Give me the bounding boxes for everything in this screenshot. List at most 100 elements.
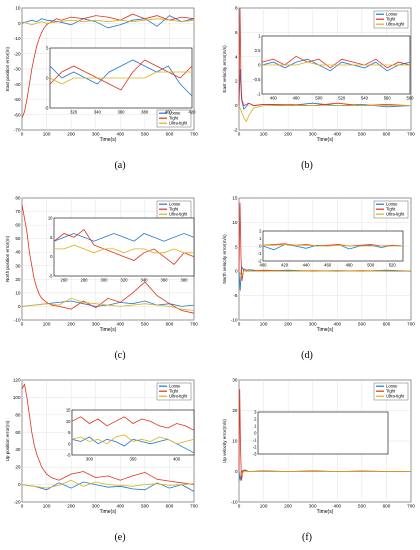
y-tick-label: -0.5	[253, 77, 261, 82]
y-tick-label: 1	[254, 424, 257, 429]
y-axis-label: Up velocity error(m/s)	[222, 419, 227, 463]
x-tick-label: 500	[358, 132, 366, 137]
y-tick-label: 2	[235, 79, 238, 84]
panel-caption-c: (c)	[114, 350, 126, 361]
y-tick-label: 0	[254, 431, 257, 436]
x-tick-label: 460	[270, 96, 278, 101]
x-tick-label: 300	[309, 504, 317, 509]
x-tick-label: 400	[333, 132, 341, 137]
x-tick-label: 500	[315, 96, 323, 101]
y-axis-label: North velocity error(m/s)	[222, 234, 227, 284]
y-tick-label: 5	[235, 244, 238, 249]
y-tick-label: 60	[15, 430, 21, 435]
x-tick-label: 400	[333, 504, 341, 509]
x-tick-label: 600	[166, 322, 174, 327]
series-line-loose	[261, 58, 411, 72]
x-tick-label: 320	[70, 110, 78, 115]
y-tick-label: 80	[15, 196, 21, 201]
y-tick-label: 70	[15, 209, 21, 214]
x-tick-label: 360	[118, 110, 126, 115]
legend-entry: Tight	[169, 207, 179, 212]
legend-entry: Ultra-tight	[169, 121, 188, 126]
x-tick-label: 0	[21, 504, 24, 509]
y-tick-label: 60	[15, 223, 21, 228]
inset-d: 400 420 440 460 480 500 520 -2 -1 0 1 2	[258, 229, 404, 268]
y-tick-label: -1	[253, 438, 257, 443]
x-tick-label: 350	[130, 457, 138, 462]
series-line-tight	[21, 383, 195, 485]
x-tick-label: 300	[86, 457, 94, 462]
axes-frame	[71, 409, 195, 456]
y-tick-label: 0	[68, 441, 71, 446]
x-tick-label: 200	[67, 322, 75, 327]
x-tick-label: 300	[92, 132, 100, 137]
y-tick-label: 6	[235, 30, 238, 35]
x-tick-label: 480	[293, 96, 301, 101]
x-tick-label: 380	[141, 110, 149, 115]
y-tick-label: 40	[15, 447, 21, 452]
y-tick-label: 15	[66, 408, 71, 413]
panel-caption-f: (f)	[302, 532, 312, 543]
legend-entry: Ultra-tight	[386, 22, 405, 27]
inset-e: 300 350 400 -5 0 5 10 15	[66, 408, 195, 462]
y-tick-label: 10	[66, 419, 71, 424]
y-tick-label: 30	[232, 378, 238, 383]
x-axis-label: Time(s)	[317, 137, 334, 143]
series-line-loose	[49, 59, 193, 97]
y-tick-label: 30	[15, 263, 21, 268]
series-line-ultra-tight	[238, 270, 411, 277]
series-line-ultra-tight	[263, 244, 403, 247]
x-tick-label: 400	[116, 132, 124, 137]
x-tick-label: 580	[407, 96, 415, 101]
x-tick-label: 400	[333, 322, 341, 327]
y-axis-label: Up position error(m)	[5, 420, 10, 461]
x-tick-label: 0	[238, 322, 241, 327]
y-tick-label: 0	[235, 269, 238, 274]
y-tick-label: -3	[253, 452, 257, 457]
y-tick-label: -10	[231, 500, 238, 505]
y-tick-label: 20	[15, 465, 21, 470]
series-line-tight	[238, 202, 411, 282]
x-tick-label: 0	[238, 504, 241, 509]
y-tick-label: -20	[14, 51, 21, 56]
legend-entry: Ultra-tight	[386, 212, 405, 217]
x-tick-label: 400	[116, 322, 124, 327]
x-tick-label: 100	[43, 132, 51, 137]
x-tick-label: 260	[61, 278, 69, 283]
y-axis-label: East position error(m)	[5, 46, 10, 91]
legend-entry: Ultra-tight	[169, 212, 188, 217]
y-tick-label: -5	[233, 293, 238, 298]
legend-entry: Loose	[169, 202, 181, 207]
y-tick-label: -10	[14, 318, 21, 323]
legend-entry: Loose	[169, 111, 181, 116]
y-tick-label: 2	[254, 417, 257, 422]
y-tick-label: 0.5	[255, 48, 261, 53]
x-tick-label: 600	[383, 322, 391, 327]
y-axis-label: East velocity error(m/s)	[222, 45, 227, 93]
axes-frame	[257, 411, 389, 455]
inset-c: 260 280 300 320 340 360 380 -5 0 5 10	[48, 216, 195, 283]
x-tick-label: 100	[260, 322, 268, 327]
y-tick-label: 8	[235, 6, 238, 11]
y-tick-label: -20	[14, 500, 21, 505]
legend-entry: Tight	[386, 389, 396, 394]
legend-entry: Tight	[169, 116, 179, 121]
panel-caption-a: (a)	[114, 160, 126, 171]
x-tick-label: 440	[303, 263, 311, 268]
x-tick-label: 400	[165, 110, 173, 115]
x-tick-label: 100	[43, 504, 51, 509]
series-line-ultra-tight	[262, 61, 410, 66]
series-line-tight	[261, 55, 411, 69]
x-tick-label: 460	[324, 263, 332, 268]
series-line-tight	[21, 13, 195, 118]
y-tick-label: -40	[14, 82, 21, 87]
series-line-ultra-tight	[21, 479, 195, 489]
x-tick-label: 500	[358, 504, 366, 509]
y-tick-label: 100	[13, 395, 21, 400]
